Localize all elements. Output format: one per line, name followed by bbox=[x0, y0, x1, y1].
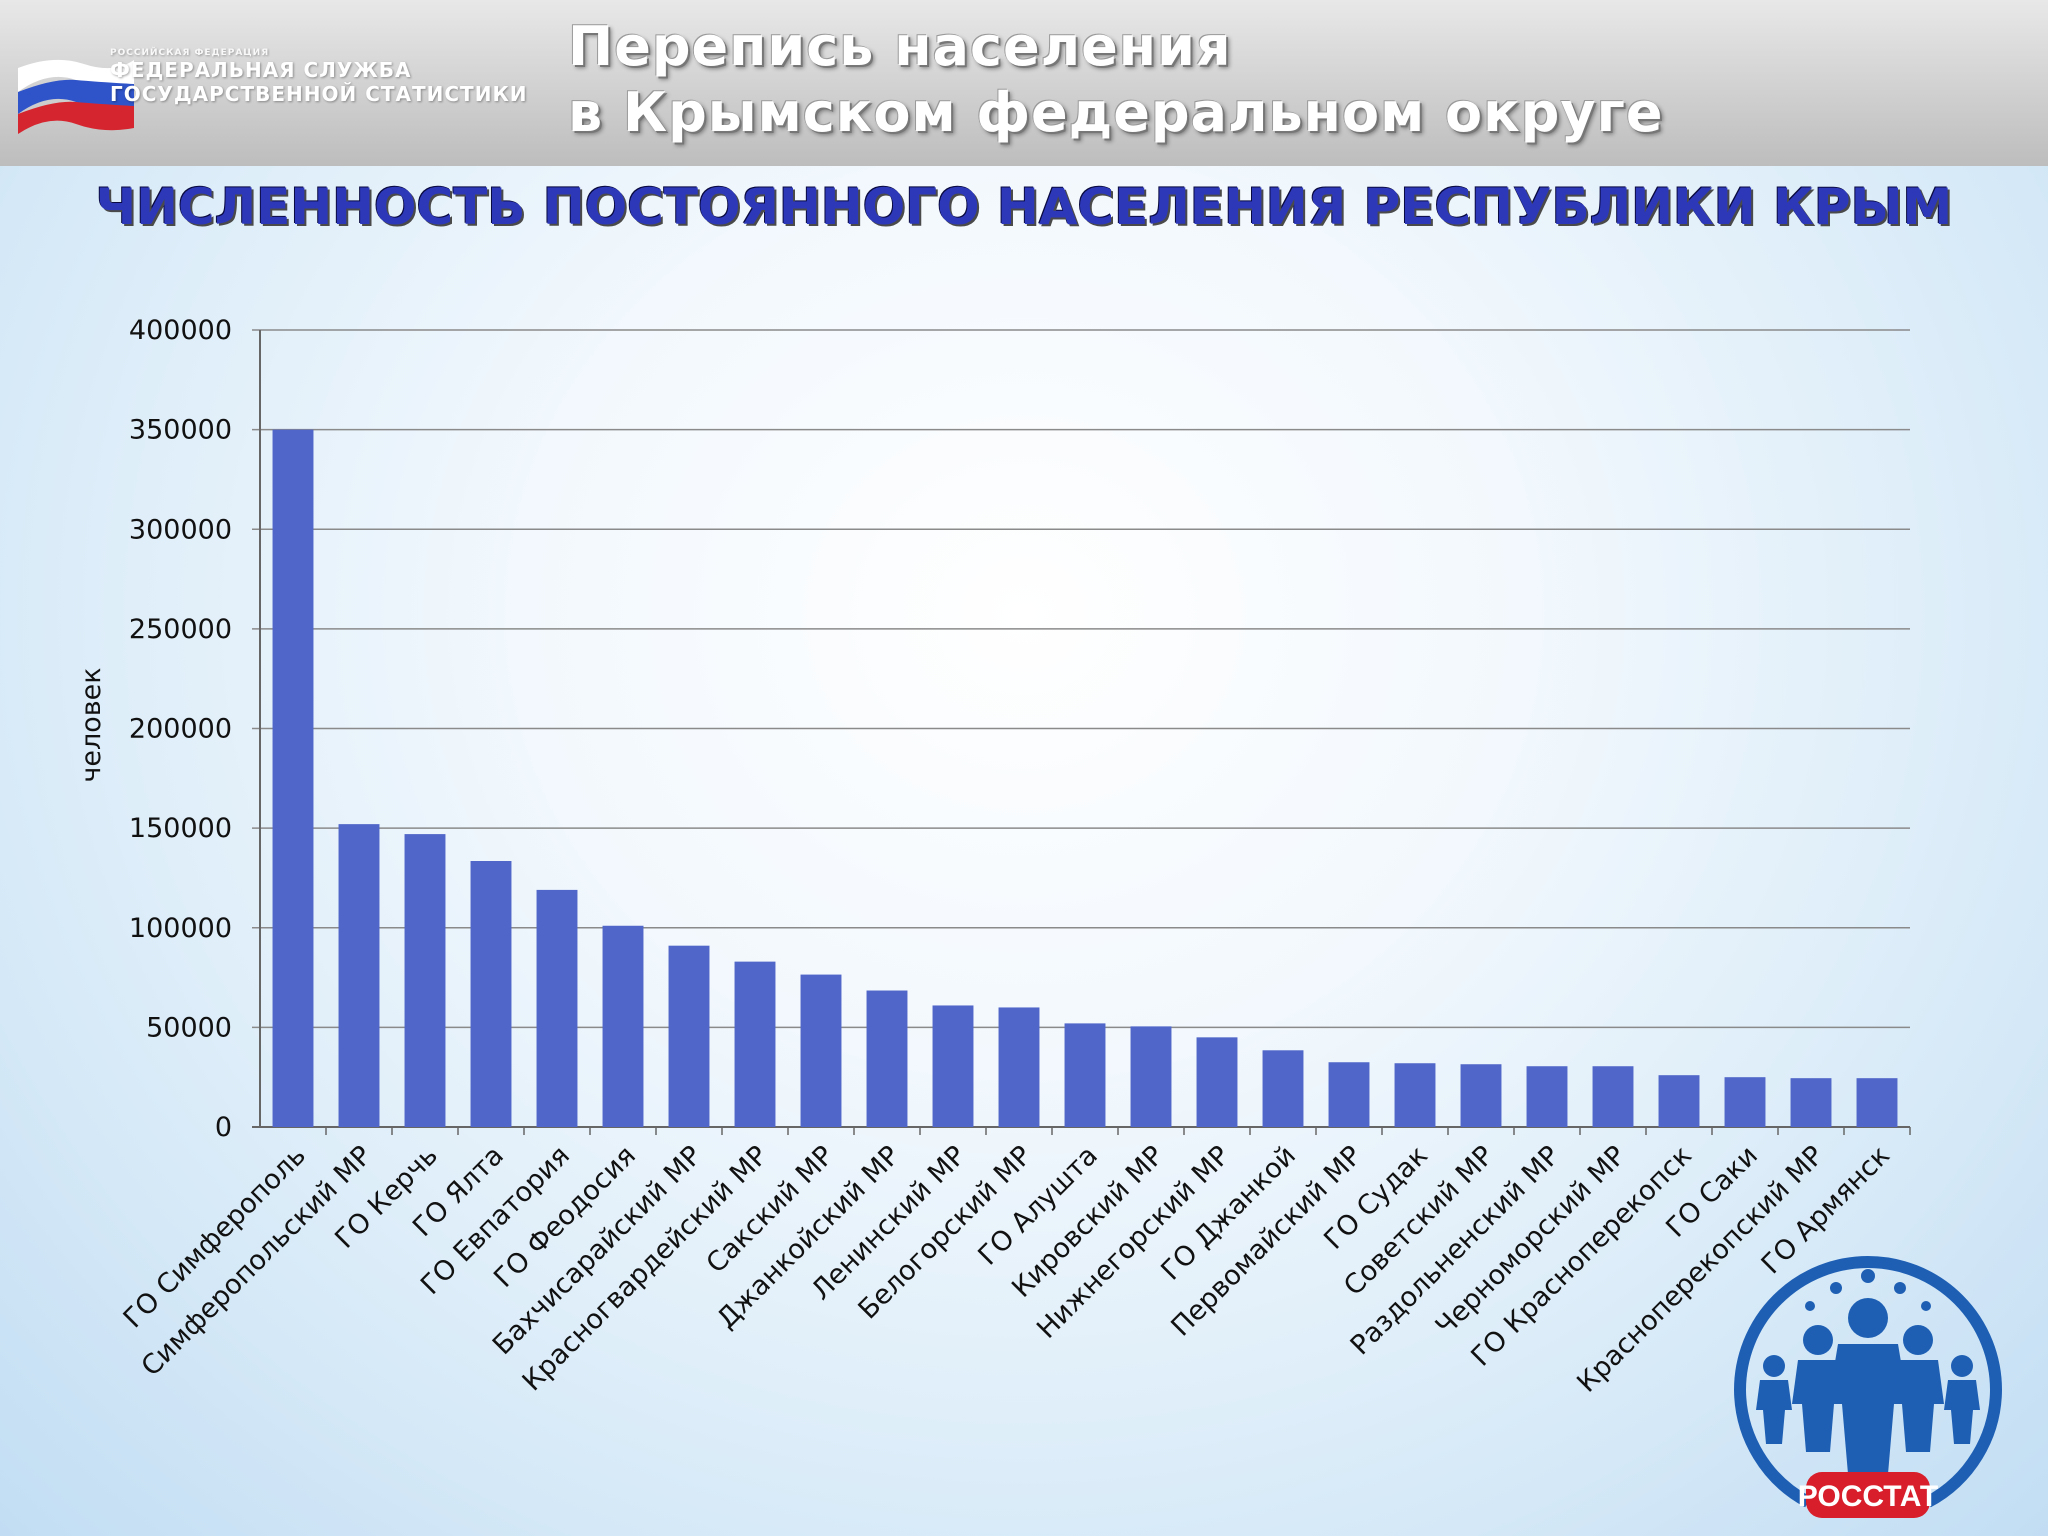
y-tick-label: 100000 bbox=[129, 913, 232, 944]
bar bbox=[602, 925, 644, 1127]
slide-title: ЧИСЛЕННОСТЬ ПОСТОЯННОГО НАСЕЛЕНИЯ РЕСПУБ… bbox=[95, 178, 1953, 236]
y-tick-label: 250000 bbox=[129, 614, 232, 645]
y-tick-label: 0 bbox=[215, 1112, 232, 1143]
bar bbox=[1460, 1064, 1502, 1127]
header-title-line-2: в Крымском федеральном округе bbox=[568, 81, 1664, 144]
bar bbox=[1064, 1023, 1106, 1127]
bar bbox=[1856, 1078, 1898, 1127]
bar bbox=[536, 889, 578, 1127]
bar bbox=[272, 429, 314, 1127]
bar bbox=[734, 961, 776, 1127]
header-title-line-1: Перепись населения bbox=[568, 15, 1232, 78]
y-tick-label: 300000 bbox=[129, 514, 232, 545]
bar bbox=[1262, 1050, 1304, 1127]
rosstat-logo: РОССТАТ bbox=[1734, 1256, 2002, 1518]
y-tick-label: 200000 bbox=[129, 714, 232, 745]
bar bbox=[668, 945, 710, 1127]
russian-flag-icon bbox=[18, 59, 134, 134]
y-tick-label: 400000 bbox=[129, 315, 232, 346]
bar bbox=[866, 990, 908, 1127]
chart-bars bbox=[272, 429, 1898, 1127]
bar bbox=[338, 824, 380, 1127]
bar bbox=[932, 1005, 974, 1127]
bar bbox=[1592, 1066, 1634, 1127]
bar bbox=[1196, 1037, 1238, 1127]
agency-country: РОССИЙСКАЯ ФЕДЕРАЦИЯ bbox=[110, 48, 270, 58]
bar bbox=[1328, 1062, 1370, 1127]
bar bbox=[1724, 1077, 1766, 1127]
y-tick-label: 150000 bbox=[129, 813, 232, 844]
agency-line-1: ФЕДЕРАЛЬНАЯ СЛУЖБА bbox=[110, 58, 412, 82]
bar bbox=[1790, 1078, 1832, 1127]
agency-name: РОССИЙСКАЯ ФЕДЕРАЦИЯ ФЕДЕРАЛЬНАЯ СЛУЖБА … bbox=[110, 48, 528, 106]
people-group-icon bbox=[1734, 1256, 2002, 1508]
bar bbox=[470, 861, 512, 1127]
bar bbox=[800, 974, 842, 1127]
chart-gridlines bbox=[252, 329, 1911, 1135]
agency-line-2: ГОСУДАРСТВЕННОЙ СТАТИСТИКИ bbox=[110, 82, 528, 106]
bar bbox=[1526, 1066, 1568, 1127]
y-tick-label: 50000 bbox=[146, 1012, 232, 1043]
chart-y-ticks: 0 50000 100000 150000 200000 250000 300000 3500… bbox=[129, 315, 232, 1143]
y-tick-label: 350000 bbox=[129, 415, 232, 446]
bar bbox=[998, 1007, 1040, 1127]
bar bbox=[1394, 1063, 1436, 1127]
y-axis-label: человек bbox=[76, 667, 107, 782]
bar bbox=[404, 834, 446, 1127]
bar bbox=[1130, 1026, 1172, 1127]
header-title: Перепись населения в Крымском федерально… bbox=[568, 14, 1663, 146]
logo-text: РОССТАТ bbox=[1798, 1480, 1938, 1513]
bar bbox=[1658, 1075, 1700, 1127]
header-bar: РОССИЙСКАЯ ФЕДЕРАЦИЯ ФЕДЕРАЛЬНАЯ СЛУЖБА … bbox=[0, 0, 2048, 166]
logo-badge bbox=[1806, 1472, 1930, 1518]
